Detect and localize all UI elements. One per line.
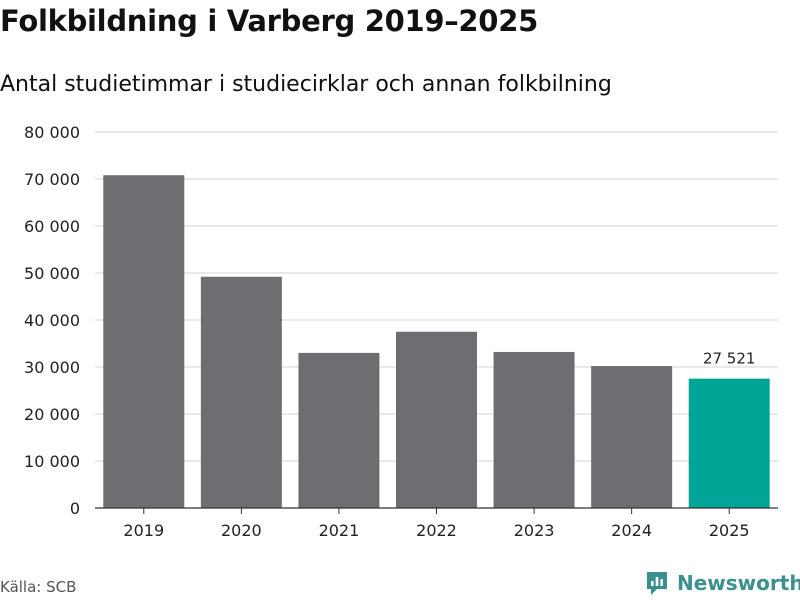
- x-tick-label: 2019: [123, 521, 164, 540]
- bar: [298, 352, 380, 508]
- newsworthy-icon: [647, 572, 667, 595]
- brand-logo: Newsworthy: [645, 570, 800, 596]
- x-tick-label: 2021: [319, 521, 360, 540]
- y-tick-label: 70 000: [24, 170, 80, 189]
- brand-name: Newsworthy: [677, 571, 800, 595]
- y-tick-label: 60 000: [24, 217, 80, 236]
- bar: [200, 276, 282, 508]
- y-tick-label: 30 000: [24, 358, 80, 377]
- bar: [103, 175, 185, 509]
- x-tick-label: 2024: [611, 521, 652, 540]
- y-tick-label: 40 000: [24, 311, 80, 330]
- chart-subtitle: Antal studietimmar i studiecirklar och a…: [0, 72, 612, 97]
- x-tick-label: 2023: [514, 521, 555, 540]
- y-tick-label: 10 000: [24, 452, 80, 471]
- y-tick-label: 80 000: [24, 123, 80, 142]
- x-tick-label: 2020: [221, 521, 262, 540]
- x-tick-label: 2022: [416, 521, 457, 540]
- y-tick-label: 20 000: [24, 405, 80, 424]
- bar: [688, 378, 770, 508]
- source-note: Källa: SCB: [0, 578, 77, 596]
- bar: [493, 351, 575, 508]
- y-tick-label: 50 000: [24, 264, 80, 283]
- bar: [591, 366, 673, 508]
- chart-title: Folkbildning i Varberg 2019–2025: [0, 4, 538, 38]
- data-label: 27 521: [703, 350, 756, 368]
- y-tick-label: 0: [70, 499, 80, 518]
- bar: [396, 331, 477, 508]
- x-tick-label: 2025: [709, 521, 750, 540]
